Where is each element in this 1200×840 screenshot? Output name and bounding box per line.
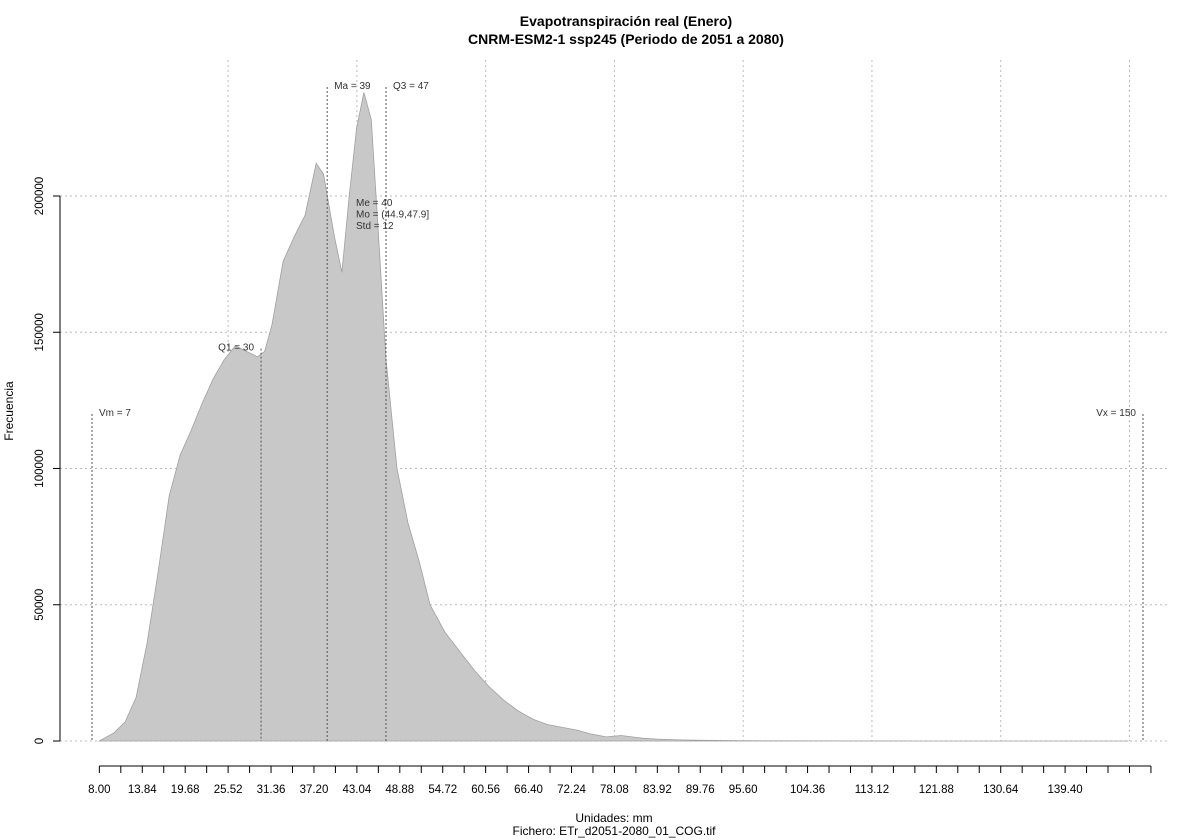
stat-text: Me = 40 <box>356 198 393 209</box>
x-tick-label: 37.20 <box>300 784 329 796</box>
chart-subtitle: CNRM-ESM2-1 ssp245 (Periodo de 2051 a 20… <box>468 31 784 47</box>
x-tick-label: 60.56 <box>471 784 500 796</box>
stat-label: Q1 = 30 <box>218 343 254 354</box>
x-tick-label: 89.76 <box>686 784 715 796</box>
x-tick-label: 104.36 <box>790 784 825 796</box>
x-tick-label: 8.00 <box>88 784 110 796</box>
y-tick-label: 50000 <box>34 589 46 621</box>
x-axis: 8.00 13.84 19.68 25.52 31.36 37.20 43.04 48.88 5… <box>88 765 1152 796</box>
stat-text: Std = 12 <box>356 221 394 232</box>
x-tick-label: 130.64 <box>983 784 1019 796</box>
stat-label: Vx = 150 <box>1096 408 1136 419</box>
y-axis: 0 50000 100000 150000 200000 <box>34 177 61 744</box>
y-tick-label: 150000 <box>34 313 46 351</box>
x-tick-label: 83.92 <box>643 784 672 796</box>
x-tick-label: 54.72 <box>428 784 457 796</box>
y-tick-label: 0 <box>34 738 46 744</box>
x-tick-label: 43.04 <box>342 784 371 796</box>
x-tick-label: 25.52 <box>214 784 243 796</box>
distribution-area-shape <box>97 92 1129 742</box>
x-tick-label: 31.36 <box>257 784 286 796</box>
x-tick-label: 78.08 <box>600 784 629 796</box>
stat-label: Ma = 39 <box>334 81 371 92</box>
file-caption: Fichero: ETr_d2051-2080_01_COG.tif <box>513 824 717 838</box>
y-axis-label: Frecuencia <box>2 381 16 441</box>
y-tick-label: 200000 <box>34 177 46 215</box>
statistic-markers: Vm = 7 Q1 = 30 Ma = 39 Q3 = 47 Vx = 150 <box>91 81 1144 741</box>
x-tick-label: 66.40 <box>514 784 543 796</box>
stat-text: Mo = (44.9,47.9] <box>356 210 429 221</box>
stat-label: Vm = 7 <box>99 408 131 419</box>
x-tick-label: 121.88 <box>919 784 954 796</box>
x-tick-label: 19.68 <box>171 784 200 796</box>
stat-label: Q3 = 47 <box>393 81 429 92</box>
x-tick-label: 72.24 <box>557 784 586 796</box>
x-tick-label: 13.84 <box>128 784 157 796</box>
x-tick-label: 113.12 <box>855 784 889 796</box>
y-tick-label: 100000 <box>34 449 46 487</box>
distribution-area <box>97 92 1129 742</box>
x-tick-label: 48.88 <box>385 784 414 796</box>
x-tick-label: 95.60 <box>729 784 758 796</box>
chart-title: Evapotranspiración real (Enero) <box>520 13 732 29</box>
x-axis-label: Unidades: mm <box>575 811 652 825</box>
x-tick-label: 139.40 <box>1048 784 1083 796</box>
